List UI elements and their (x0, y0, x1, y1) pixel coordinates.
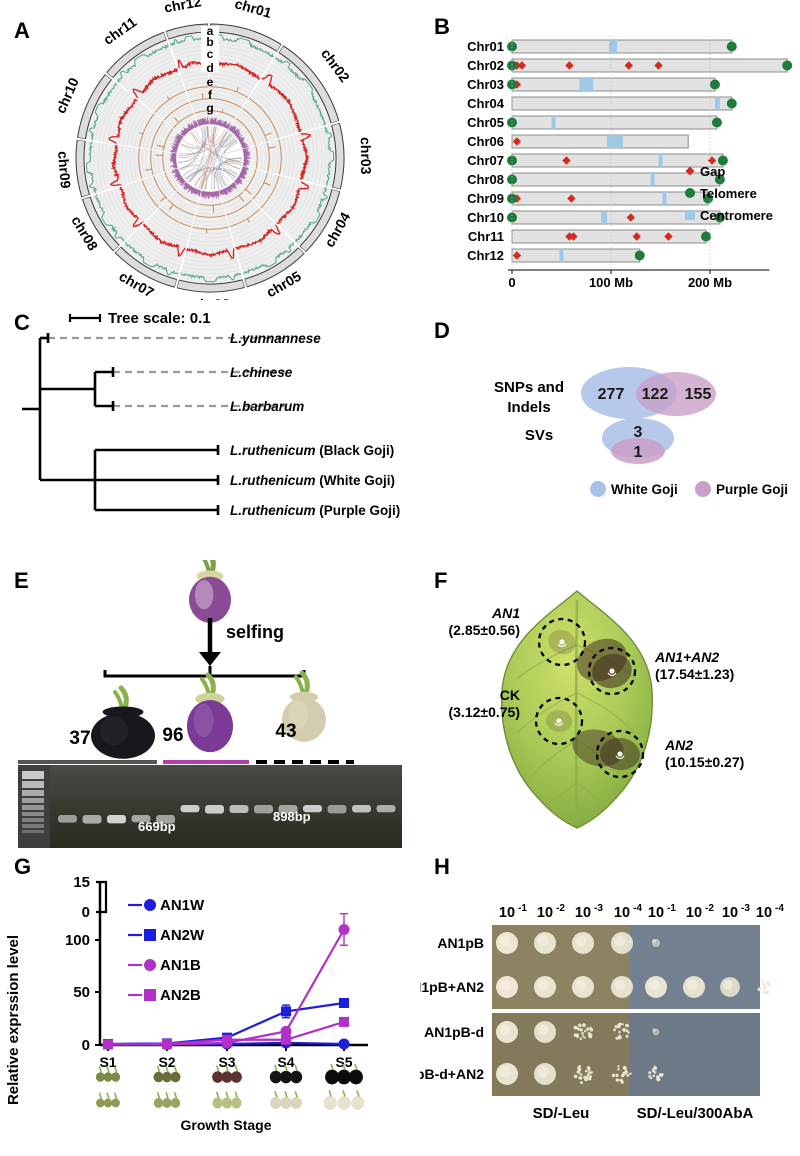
svg-text:Chr08: Chr08 (467, 172, 504, 187)
svg-text:Tree scale: 0.1: Tree scale: 0.1 (108, 310, 211, 327)
svg-text:e: e (207, 75, 214, 89)
svg-text:-2: -2 (556, 903, 565, 914)
svg-text:-4: -4 (775, 903, 784, 914)
svg-text:898bp: 898bp (273, 809, 311, 824)
svg-text:43: 43 (275, 721, 296, 742)
svg-text:1: 1 (634, 444, 643, 461)
svg-text:Gap: Gap (700, 164, 725, 179)
svg-text:L.chinese: L.chinese (230, 365, 293, 380)
svg-text:AN1B: AN1B (160, 957, 201, 974)
svg-text:AN1pB: AN1pB (437, 935, 484, 951)
svg-text:Growth Stage: Growth Stage (180, 1117, 271, 1133)
svg-text:10: 10 (756, 905, 772, 921)
svg-text:AN1W: AN1W (160, 897, 205, 914)
svg-text:chr11: chr11 (100, 14, 139, 48)
svg-text:-3: -3 (594, 903, 603, 914)
svg-text:15: 15 (73, 874, 90, 891)
svg-text:L.ruthenicum (Black Goji): L.ruthenicum (Black Goji) (230, 443, 394, 458)
svg-text:(3.12±0.75): (3.12±0.75) (448, 704, 520, 720)
svg-text:chr10: chr10 (52, 75, 82, 116)
svg-text:Purple Goji: Purple Goji (716, 482, 788, 497)
svg-text:AN1pB-d: AN1pB-d (424, 1024, 484, 1040)
svg-text:AN1pB-d+AN2: AN1pB-d+AN2 (420, 1066, 484, 1082)
svg-text:Centromere: Centromere (700, 208, 773, 223)
svg-text:selfing: selfing (226, 622, 284, 642)
svg-text:SNPs and: SNPs and (494, 379, 564, 396)
svg-text:g: g (206, 101, 213, 115)
svg-text:Chr11: Chr11 (468, 229, 504, 244)
svg-text:669bp: 669bp (138, 819, 176, 834)
svg-text:AN1pB+AN2: AN1pB+AN2 (420, 979, 484, 995)
svg-text:(2.85±0.56): (2.85±0.56) (448, 622, 520, 638)
svg-text:chr02: chr02 (318, 45, 353, 85)
svg-text:10: 10 (722, 905, 738, 921)
svg-text:Chr10: Chr10 (467, 210, 504, 225)
svg-text:L.barbarum: L.barbarum (230, 399, 304, 414)
svg-text:chr09: chr09 (55, 150, 74, 189)
svg-text:122: 122 (642, 386, 669, 403)
svg-text:100 Mb: 100 Mb (589, 275, 633, 290)
svg-text:AN1+AN2: AN1+AN2 (654, 649, 719, 665)
svg-text:-1: -1 (518, 903, 527, 914)
svg-text:CK: CK (500, 687, 520, 703)
svg-text:Chr09: Chr09 (467, 191, 504, 206)
svg-text:Chr06: Chr06 (467, 134, 504, 149)
svg-text:Chr12: Chr12 (467, 248, 504, 263)
svg-text:SD/-Leu/300AbA: SD/-Leu/300AbA (637, 1105, 754, 1122)
svg-text:SVs: SVs (525, 427, 553, 444)
svg-text:c: c (207, 47, 214, 61)
svg-text:-4: -4 (633, 903, 642, 914)
svg-text:Chr02: Chr02 (467, 58, 504, 73)
svg-text:(17.54±1.23): (17.54±1.23) (655, 666, 734, 682)
svg-text:(10.15±0.27): (10.15±0.27) (665, 754, 744, 770)
svg-text:Chr01: Chr01 (467, 39, 504, 54)
svg-text:Chr05: Chr05 (467, 115, 504, 130)
svg-text:Telomere: Telomere (700, 186, 757, 201)
svg-text:-2: -2 (705, 903, 714, 914)
svg-text:96: 96 (162, 725, 183, 746)
svg-text:10: 10 (614, 905, 630, 921)
svg-text:277: 277 (598, 386, 625, 403)
svg-text:AN1: AN1 (491, 605, 520, 621)
svg-text:37: 37 (69, 728, 90, 749)
svg-text:L.ruthenicum (Purple Goji): L.ruthenicum (Purple Goji) (230, 503, 400, 518)
svg-text:3: 3 (634, 424, 643, 441)
svg-text:Indels: Indels (507, 399, 550, 416)
svg-text:10: 10 (499, 905, 515, 921)
svg-text:10: 10 (575, 905, 591, 921)
svg-text:50: 50 (73, 984, 90, 1001)
svg-text:White Goji: White Goji (611, 482, 678, 497)
svg-text:L.ruthenicum (White Goji): L.ruthenicum (White Goji) (230, 473, 395, 488)
svg-text:chr12: chr12 (163, 0, 203, 16)
svg-text:L.yunnannese: L.yunnannese (230, 331, 321, 346)
svg-text:SD/-Leu: SD/-Leu (533, 1105, 590, 1122)
svg-text:Chr07: Chr07 (467, 153, 504, 168)
svg-text:10: 10 (686, 905, 702, 921)
svg-text:chr03: chr03 (358, 137, 375, 175)
svg-text:Chr04: Chr04 (467, 96, 505, 111)
svg-text:10: 10 (537, 905, 553, 921)
svg-text:100: 100 (65, 932, 90, 949)
svg-text:0: 0 (82, 904, 90, 921)
svg-text:200 Mb: 200 Mb (688, 275, 732, 290)
svg-text:155: 155 (685, 386, 712, 403)
svg-text:-3: -3 (741, 903, 750, 914)
svg-text:chr01: chr01 (233, 0, 274, 21)
svg-text:AN2: AN2 (664, 737, 693, 753)
svg-text:AN2W: AN2W (160, 927, 205, 944)
svg-text:d: d (206, 61, 213, 75)
svg-text:Relative exprssion level: Relative exprssion level (5, 935, 22, 1105)
svg-text:AN2B: AN2B (160, 987, 201, 1004)
svg-text:10: 10 (648, 905, 664, 921)
svg-text:0: 0 (508, 275, 515, 290)
svg-text:0: 0 (82, 1037, 90, 1054)
svg-text:Chr03: Chr03 (467, 77, 504, 92)
svg-text:-1: -1 (667, 903, 676, 914)
